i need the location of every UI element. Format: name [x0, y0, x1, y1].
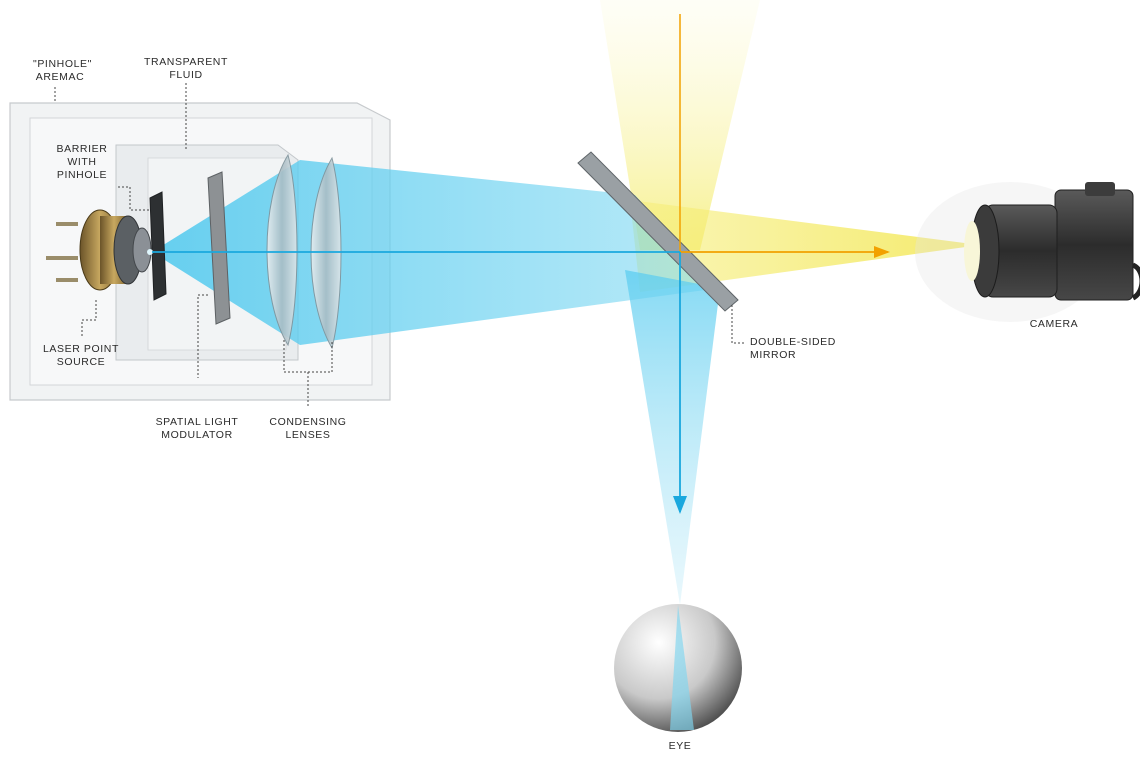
camera-icon	[915, 182, 1140, 322]
label-laser-point-source: LASER POINT SOURCE	[42, 343, 120, 368]
spatial-light-modulator	[207, 171, 231, 325]
eye-icon	[614, 604, 742, 732]
label-condensing-lenses: CONDENSING LENSES	[269, 416, 347, 441]
mirror-icon	[577, 151, 739, 312]
label-barrier-with-pinhole: BARRIER WITH PINHOLE	[56, 143, 108, 181]
leader-lines	[54, 83, 746, 408]
label-double-sided-mirror: DOUBLE-SIDED MIRROR	[750, 336, 836, 361]
cyan-down-cone	[625, 270, 720, 605]
label-eye: EYE	[668, 740, 692, 752]
cyan-ray-arrowhead	[673, 496, 687, 514]
barrier-pinhole	[149, 191, 167, 301]
label-spatial-light-modulator: SPATIAL LIGHT MODULATOR	[155, 416, 239, 441]
label-camera: CAMERA	[1029, 318, 1079, 330]
laser-source-icon	[46, 209, 153, 291]
label-transparent-fluid: TRANSPARENT FLUID	[144, 56, 228, 81]
yellow-light-cone-camera	[630, 200, 980, 292]
lens-icon	[266, 153, 342, 350]
label-pinhole-aremac: "PINHOLE" AREMAC	[33, 58, 92, 83]
